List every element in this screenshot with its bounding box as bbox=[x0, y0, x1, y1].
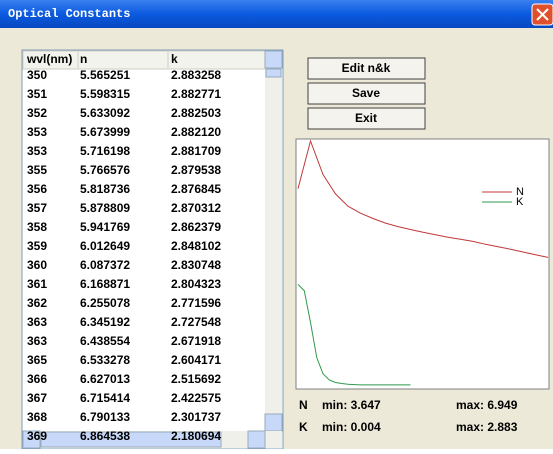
table-cell: 2.882771 bbox=[171, 87, 221, 101]
table-cell: 5.673999 bbox=[80, 125, 130, 139]
series-line bbox=[297, 284, 411, 386]
table-cell: 2.882120 bbox=[171, 125, 221, 139]
table-cell: 360 bbox=[27, 258, 47, 272]
table-cell: 2.879538 bbox=[171, 163, 221, 177]
table-cell: 2.604171 bbox=[171, 353, 221, 367]
column-header: wvl(nm) bbox=[26, 52, 72, 66]
table-cell: 363 bbox=[27, 315, 47, 329]
table-cell: 367 bbox=[27, 391, 47, 405]
table-cell: 2.727548 bbox=[171, 315, 221, 329]
table-cell: 2.883258 bbox=[171, 68, 221, 82]
table-cell: 2.804323 bbox=[171, 277, 221, 291]
horizontal-scrollbar[interactable] bbox=[22, 430, 282, 449]
table-cell: 2.882503 bbox=[171, 106, 221, 120]
button-label[interactable]: Edit n&k bbox=[342, 61, 391, 75]
table-cell: 2.301737 bbox=[171, 410, 221, 424]
table-cell: 353 bbox=[27, 125, 47, 139]
window-title: Optical Constants bbox=[8, 7, 130, 21]
table-cell: 2.862379 bbox=[171, 220, 221, 234]
button[interactable] bbox=[307, 82, 426, 105]
table-cell: 353 bbox=[27, 144, 47, 158]
table-cell: 6.864538 bbox=[80, 429, 130, 443]
table-cell: 365 bbox=[27, 353, 47, 367]
table-cell: 2.830748 bbox=[171, 258, 221, 272]
table-cell: 2.881709 bbox=[171, 144, 221, 158]
table-cell: 6.715414 bbox=[80, 391, 130, 405]
table-cell: 5.598315 bbox=[80, 87, 130, 101]
table-cell: 6.345192 bbox=[80, 315, 130, 329]
table-cell: 5.818736 bbox=[80, 182, 130, 196]
table-cell: 357 bbox=[27, 201, 47, 215]
table-cell: 351 bbox=[27, 87, 47, 101]
table-cell: 5.633092 bbox=[80, 106, 130, 120]
list-view bbox=[21, 49, 284, 450]
table-cell: 363 bbox=[27, 334, 47, 348]
table-cell: 2.671918 bbox=[171, 334, 221, 348]
stat-label: K bbox=[299, 420, 308, 434]
plot-area bbox=[295, 138, 550, 390]
table-cell: 5.766576 bbox=[80, 163, 130, 177]
table-cell: 6.438554 bbox=[80, 334, 130, 348]
table-cell: 2.876845 bbox=[171, 182, 221, 196]
table-cell: 5.716198 bbox=[80, 144, 130, 158]
title-bar bbox=[0, 0, 553, 28]
table-cell: 358 bbox=[27, 220, 47, 234]
table-cell: 6.012649 bbox=[80, 239, 130, 253]
table-cell: 368 bbox=[27, 410, 47, 424]
legend-label: K bbox=[516, 196, 524, 208]
table-cell: 2.848102 bbox=[171, 239, 221, 253]
button[interactable] bbox=[307, 107, 426, 130]
stat-min: min: 3.647 bbox=[322, 398, 381, 412]
table-cell: 366 bbox=[27, 372, 47, 386]
legend-label: N bbox=[516, 186, 524, 198]
table-cell: 356 bbox=[27, 182, 47, 196]
column-header: n bbox=[80, 52, 87, 66]
table-cell: 361 bbox=[27, 277, 47, 291]
stat-min: min: 0.004 bbox=[322, 420, 381, 434]
table-cell: 352 bbox=[27, 106, 47, 120]
table-cell: 6.168871 bbox=[80, 277, 130, 291]
series-line bbox=[297, 139, 549, 258]
table-cell: 362 bbox=[27, 296, 47, 310]
table-cell: 2.515692 bbox=[171, 372, 221, 386]
table-cell: 2.422575 bbox=[171, 391, 221, 405]
table-cell: 369 bbox=[27, 429, 47, 443]
table-cell: 6.255078 bbox=[80, 296, 130, 310]
table-cell: 359 bbox=[27, 239, 47, 253]
stat-max: max: 6.949 bbox=[456, 398, 518, 412]
table-cell: 5.565251 bbox=[80, 68, 130, 82]
table-cell: 5.941769 bbox=[80, 220, 130, 234]
vertical-scrollbar[interactable] bbox=[264, 50, 283, 432]
table-cell: 6.533278 bbox=[80, 353, 130, 367]
table-cell: 350 bbox=[27, 68, 47, 82]
close-button[interactable] bbox=[531, 3, 553, 26]
table-cell: 5.878809 bbox=[80, 201, 130, 215]
table-cell: 2.180694 bbox=[171, 429, 221, 443]
table-cell: 2.870312 bbox=[171, 201, 221, 215]
table-cell: 6.790133 bbox=[80, 410, 130, 424]
column-header: k bbox=[171, 52, 178, 66]
stat-label: N bbox=[299, 398, 308, 412]
table-cell: 6.087372 bbox=[80, 258, 130, 272]
table-cell: 2.771596 bbox=[171, 296, 221, 310]
table-cell: 355 bbox=[27, 163, 47, 177]
button-label[interactable]: Save bbox=[352, 86, 380, 100]
table-cell: 6.627013 bbox=[80, 372, 130, 386]
button-label[interactable]: Exit bbox=[355, 111, 377, 125]
button[interactable] bbox=[307, 57, 426, 80]
stat-max: max: 2.883 bbox=[456, 420, 518, 434]
